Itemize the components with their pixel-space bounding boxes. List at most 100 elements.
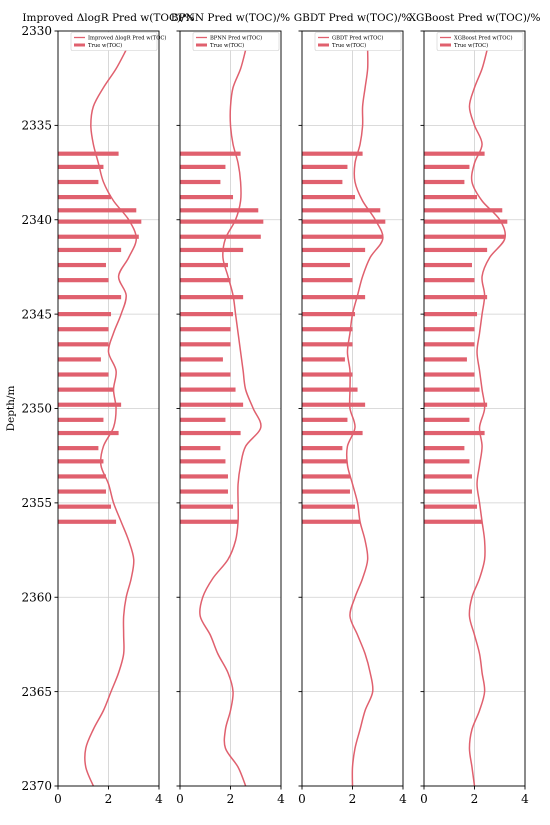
true-toc-bar xyxy=(424,219,508,224)
true-toc-bar xyxy=(58,519,117,524)
true-toc-bar xyxy=(302,519,361,524)
true-toc-bar xyxy=(424,327,475,332)
true-toc-bar xyxy=(302,312,356,317)
true-toc-bar xyxy=(424,504,478,509)
true-toc-bar xyxy=(180,387,236,392)
true-toc-bar xyxy=(180,504,234,509)
true-toc-bar xyxy=(180,312,234,317)
true-toc-bar xyxy=(58,312,112,317)
y-tick-label: 2345 xyxy=(21,307,52,321)
true-toc-bar xyxy=(424,195,478,200)
true-toc-bar xyxy=(180,519,239,524)
true-toc-bar xyxy=(58,278,109,283)
y-tick-label: 2360 xyxy=(21,590,52,604)
true-toc-bar xyxy=(58,219,142,224)
legend-true-label: True w(TOC) xyxy=(332,42,366,49)
true-toc-bar xyxy=(424,247,488,253)
true-toc-bar xyxy=(302,195,356,200)
panel-4: 0 2 4 XGBoost Pred w(TOC)/% XGBoost Pred w(T… xyxy=(409,12,541,806)
x-tick-label: 4 xyxy=(399,792,407,806)
true-toc-bar xyxy=(302,278,353,283)
legend-true-label: True w(TOC) xyxy=(210,42,244,49)
true-toc-bar xyxy=(180,402,244,407)
true-toc-bar xyxy=(302,372,353,377)
legend-box xyxy=(314,32,402,51)
true-toc-bar xyxy=(58,402,122,407)
true-toc-bar xyxy=(180,372,231,377)
true-toc-bar xyxy=(58,262,106,268)
legend: GBDT Pred w(TOC)True w(TOC) xyxy=(314,32,402,51)
true-toc-bar xyxy=(302,402,366,407)
true-toc-bar xyxy=(302,327,353,332)
true-toc-bar xyxy=(424,278,475,283)
panel-3: 0 2 4 GBDT Pred w(TOC)/% GBDT Pred w(TOC)Tru… xyxy=(294,12,412,806)
true-toc-bar xyxy=(424,262,472,268)
x-tick-label: 2 xyxy=(349,792,357,806)
true-toc-bar xyxy=(424,387,480,392)
true-toc-bar xyxy=(302,295,366,300)
true-toc-bar xyxy=(58,489,106,494)
true-toc-bar xyxy=(180,474,228,479)
true-toc-bar xyxy=(58,247,122,253)
true-toc-bar xyxy=(58,179,99,185)
true-toc-bar xyxy=(58,459,104,464)
true-toc-bar xyxy=(302,219,386,224)
y-tick-label: 2350 xyxy=(21,402,52,416)
true-toc-bar xyxy=(424,417,470,422)
true-toc-bar xyxy=(302,504,356,509)
true-toc-bar xyxy=(424,519,483,524)
legend: Improved ΔlogR Pred w(TOC)True w(TOC) xyxy=(70,32,166,51)
true-toc-bar xyxy=(180,208,259,213)
y-tick-label: 2355 xyxy=(21,496,52,510)
true-toc-bar xyxy=(302,151,363,156)
true-toc-bar xyxy=(424,342,475,347)
true-toc-bar xyxy=(180,195,234,200)
true-toc-bar xyxy=(302,357,345,362)
true-toc-bar xyxy=(58,195,112,200)
true-toc-bar xyxy=(180,219,264,224)
true-toc-bar xyxy=(302,234,383,239)
legend-bar-swatch xyxy=(440,43,451,47)
true-toc-bar xyxy=(302,387,358,392)
true-toc-bar xyxy=(180,430,241,436)
legend-bar-swatch xyxy=(196,43,207,47)
true-toc-bar xyxy=(180,247,244,253)
legend-bar-swatch xyxy=(318,43,329,47)
true-toc-bar xyxy=(58,387,114,392)
y-axis-label: Depth/m xyxy=(5,386,17,432)
true-toc-bar xyxy=(424,234,505,239)
panel-title: BPNN Pred w(TOC)/% xyxy=(171,12,290,24)
true-toc-bar xyxy=(58,504,112,509)
y-tick-label: 2365 xyxy=(21,685,52,699)
true-toc-bar xyxy=(58,234,139,239)
legend-true-label: True w(TOC) xyxy=(454,42,488,49)
true-toc-bar xyxy=(424,446,465,451)
legend-pred-label: Improved ΔlogR Pred w(TOC) xyxy=(88,34,166,41)
x-tick-label: 2 xyxy=(471,792,479,806)
true-toc-bar xyxy=(58,417,104,422)
legend-box xyxy=(70,32,158,51)
legend-box xyxy=(436,32,524,51)
x-tick-label: 2 xyxy=(227,792,235,806)
true-toc-bar xyxy=(424,179,465,185)
true-toc-bar xyxy=(424,372,475,377)
true-toc-bar xyxy=(302,208,381,213)
legend-bar-swatch xyxy=(74,43,85,47)
true-toc-bar xyxy=(302,446,343,451)
true-toc-bar xyxy=(58,327,109,332)
x-tick-label: 0 xyxy=(54,792,62,806)
x-tick-label: 4 xyxy=(521,792,529,806)
x-tick-label: 4 xyxy=(277,792,285,806)
true-toc-bar xyxy=(302,459,348,464)
true-toc-bar xyxy=(302,474,350,479)
true-toc-bar xyxy=(58,342,109,347)
true-toc-bar xyxy=(424,312,478,317)
true-toc-bar xyxy=(424,474,472,479)
true-toc-bar xyxy=(180,234,261,239)
true-toc-bar xyxy=(424,164,470,169)
true-toc-bar xyxy=(58,357,101,362)
true-toc-bar xyxy=(302,247,366,253)
true-toc-bar xyxy=(180,179,221,185)
true-toc-bar xyxy=(58,164,104,169)
